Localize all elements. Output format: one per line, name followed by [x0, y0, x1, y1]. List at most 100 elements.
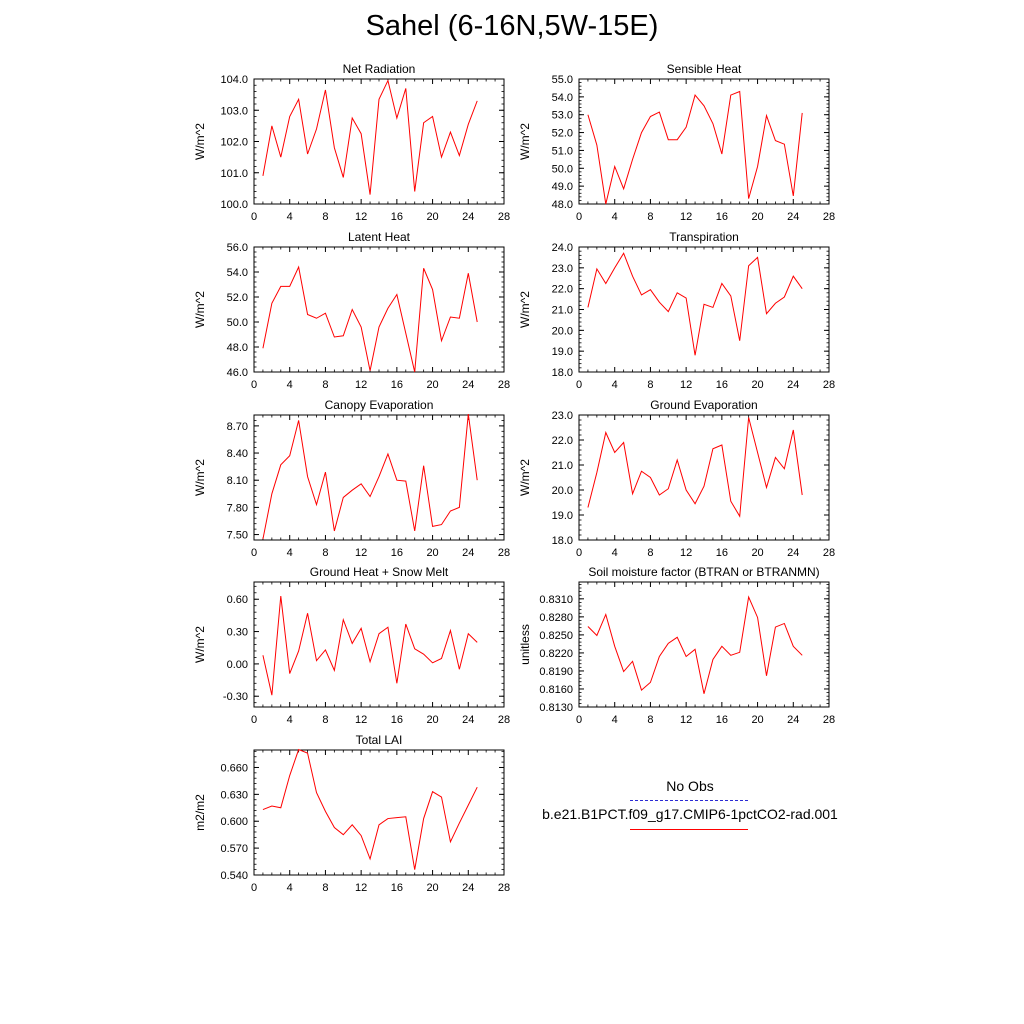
x-tick-label: 16: [391, 882, 403, 894]
y-tick-label: 0.570: [220, 843, 248, 855]
plot-frame: [253, 749, 505, 876]
y-tick-label: 52.0: [227, 292, 248, 304]
x-tick-label: 20: [426, 379, 438, 391]
y-tick-label: 19.0: [552, 346, 573, 358]
x-tick-label: 12: [355, 379, 367, 391]
x-tick-label: 12: [355, 211, 367, 223]
panel-title: Ground Heat + Snow Melt: [310, 565, 449, 579]
y-tick-label: 103.0: [220, 105, 248, 117]
x-tick-label: 16: [391, 714, 403, 726]
panel-1: Net Radiation W/m^2 0 4 8 12 16 20 24 28 100.0 101.…: [193, 62, 510, 223]
series-line: [262, 265, 478, 373]
y-tick-label: 21.0: [552, 460, 573, 472]
x-tick-label: 0: [251, 882, 257, 894]
y-tick-label: 21.0: [552, 305, 573, 317]
y-axis-label: W/m^2: [518, 123, 532, 160]
y-tick-label: 101.0: [220, 168, 248, 180]
x-tick-label: 0: [251, 211, 257, 223]
y-tick-label: 22.0: [552, 435, 573, 447]
page-title: Sahel (6-16N,5W-15E): [365, 10, 659, 42]
x-tick-label: 0: [576, 379, 582, 391]
x-tick-label: 0: [576, 547, 582, 559]
series-line: [587, 252, 803, 356]
panel-3: Latent Heat W/m^2 0 4 8 12 16 20 24 28 46.0 48.0 50.…: [193, 230, 510, 391]
y-tick-label: 0.540: [220, 870, 248, 882]
x-tick-label: 28: [823, 714, 835, 726]
plot-frame: [578, 414, 830, 541]
x-tick-label: 28: [498, 882, 510, 894]
panel-title: Soil moisture factor (BTRAN or BTRANMN): [588, 565, 819, 579]
y-tick-label: 0.8250: [539, 630, 573, 642]
y-tick-label: 19.0: [552, 510, 573, 522]
y-axis-label: W/m^2: [518, 291, 532, 328]
x-tick-label: 28: [823, 547, 835, 559]
y-tick-label: 54.0: [227, 267, 248, 279]
plot-frame: [253, 581, 505, 708]
y-axis-label: W/m^2: [518, 459, 532, 496]
x-tick-label: 4: [612, 547, 618, 559]
series-line: [262, 414, 478, 540]
x-tick-label: 12: [680, 211, 692, 223]
x-tick-label: 28: [498, 714, 510, 726]
y-tick-label: 51.0: [552, 145, 573, 157]
legend-line-no-obs: [630, 800, 748, 801]
y-tick-label: 18.0: [552, 367, 573, 379]
y-tick-label: 100.0: [220, 199, 248, 211]
panel-5: Canopy Evaporation W/m^2 0 4 8 12 16 20 24 28 7.50…: [193, 398, 510, 559]
y-tick-label: 7.80: [227, 502, 248, 514]
panel-7: Ground Heat + Snow Melt W/m^2 0 4 8 12 16 20 24 2…: [193, 565, 510, 726]
x-tick-label: 24: [462, 379, 474, 391]
y-tick-label: 23.0: [552, 410, 573, 422]
y-tick-label: 104.0: [220, 74, 248, 86]
y-tick-label: 8.70: [227, 421, 248, 433]
x-tick-label: 20: [426, 211, 438, 223]
y-tick-label: 52.0: [552, 128, 573, 140]
panel-title: Latent Heat: [348, 230, 411, 244]
y-tick-label: 0.630: [220, 789, 248, 801]
y-axis-label: unitless: [518, 624, 532, 665]
y-tick-label: 8.40: [227, 448, 248, 460]
x-tick-label: 16: [716, 379, 728, 391]
x-tick-label: 24: [462, 211, 474, 223]
x-tick-label: 20: [751, 547, 763, 559]
x-tick-label: 28: [823, 379, 835, 391]
x-tick-label: 8: [647, 547, 653, 559]
x-tick-label: 16: [391, 547, 403, 559]
x-tick-label: 24: [787, 714, 799, 726]
x-tick-label: 12: [355, 882, 367, 894]
series-line: [262, 748, 478, 870]
y-tick-label: 0.8130: [539, 702, 573, 714]
x-tick-label: 20: [751, 211, 763, 223]
x-tick-label: 0: [251, 547, 257, 559]
panel-8: Soil moisture factor (BTRAN or BTRANMN) u…: [518, 565, 835, 726]
x-tick-label: 16: [716, 714, 728, 726]
y-tick-label: 102.0: [220, 137, 248, 149]
y-tick-label: 20.0: [552, 485, 573, 497]
series-line: [262, 595, 478, 696]
x-tick-label: 4: [287, 882, 293, 894]
y-tick-label: 48.0: [552, 199, 573, 211]
legend-label-no-obs: No Obs: [666, 778, 714, 794]
y-axis-label: W/m^2: [193, 291, 207, 328]
panel-title: Sensible Heat: [667, 62, 742, 76]
y-tick-label: 0.600: [220, 816, 248, 828]
x-tick-label: 16: [716, 547, 728, 559]
x-tick-label: 24: [462, 882, 474, 894]
x-tick-label: 8: [647, 379, 653, 391]
y-tick-label: 48.0: [227, 342, 248, 354]
x-tick-label: 0: [576, 211, 582, 223]
y-tick-label: 54.0: [552, 92, 573, 104]
x-tick-label: 0: [576, 714, 582, 726]
x-tick-label: 24: [462, 547, 474, 559]
x-tick-label: 4: [612, 211, 618, 223]
plot-frame: [578, 581, 830, 708]
x-tick-label: 16: [391, 211, 403, 223]
y-axis-label: W/m^2: [193, 123, 207, 160]
y-axis-label: W/m^2: [193, 626, 207, 663]
panel-title: Canopy Evaporation: [325, 398, 434, 412]
y-tick-label: 46.0: [227, 367, 248, 379]
x-tick-label: 24: [787, 379, 799, 391]
x-tick-label: 8: [322, 882, 328, 894]
legend-line-model-run: [630, 829, 748, 830]
y-tick-label: 56.0: [227, 242, 248, 254]
